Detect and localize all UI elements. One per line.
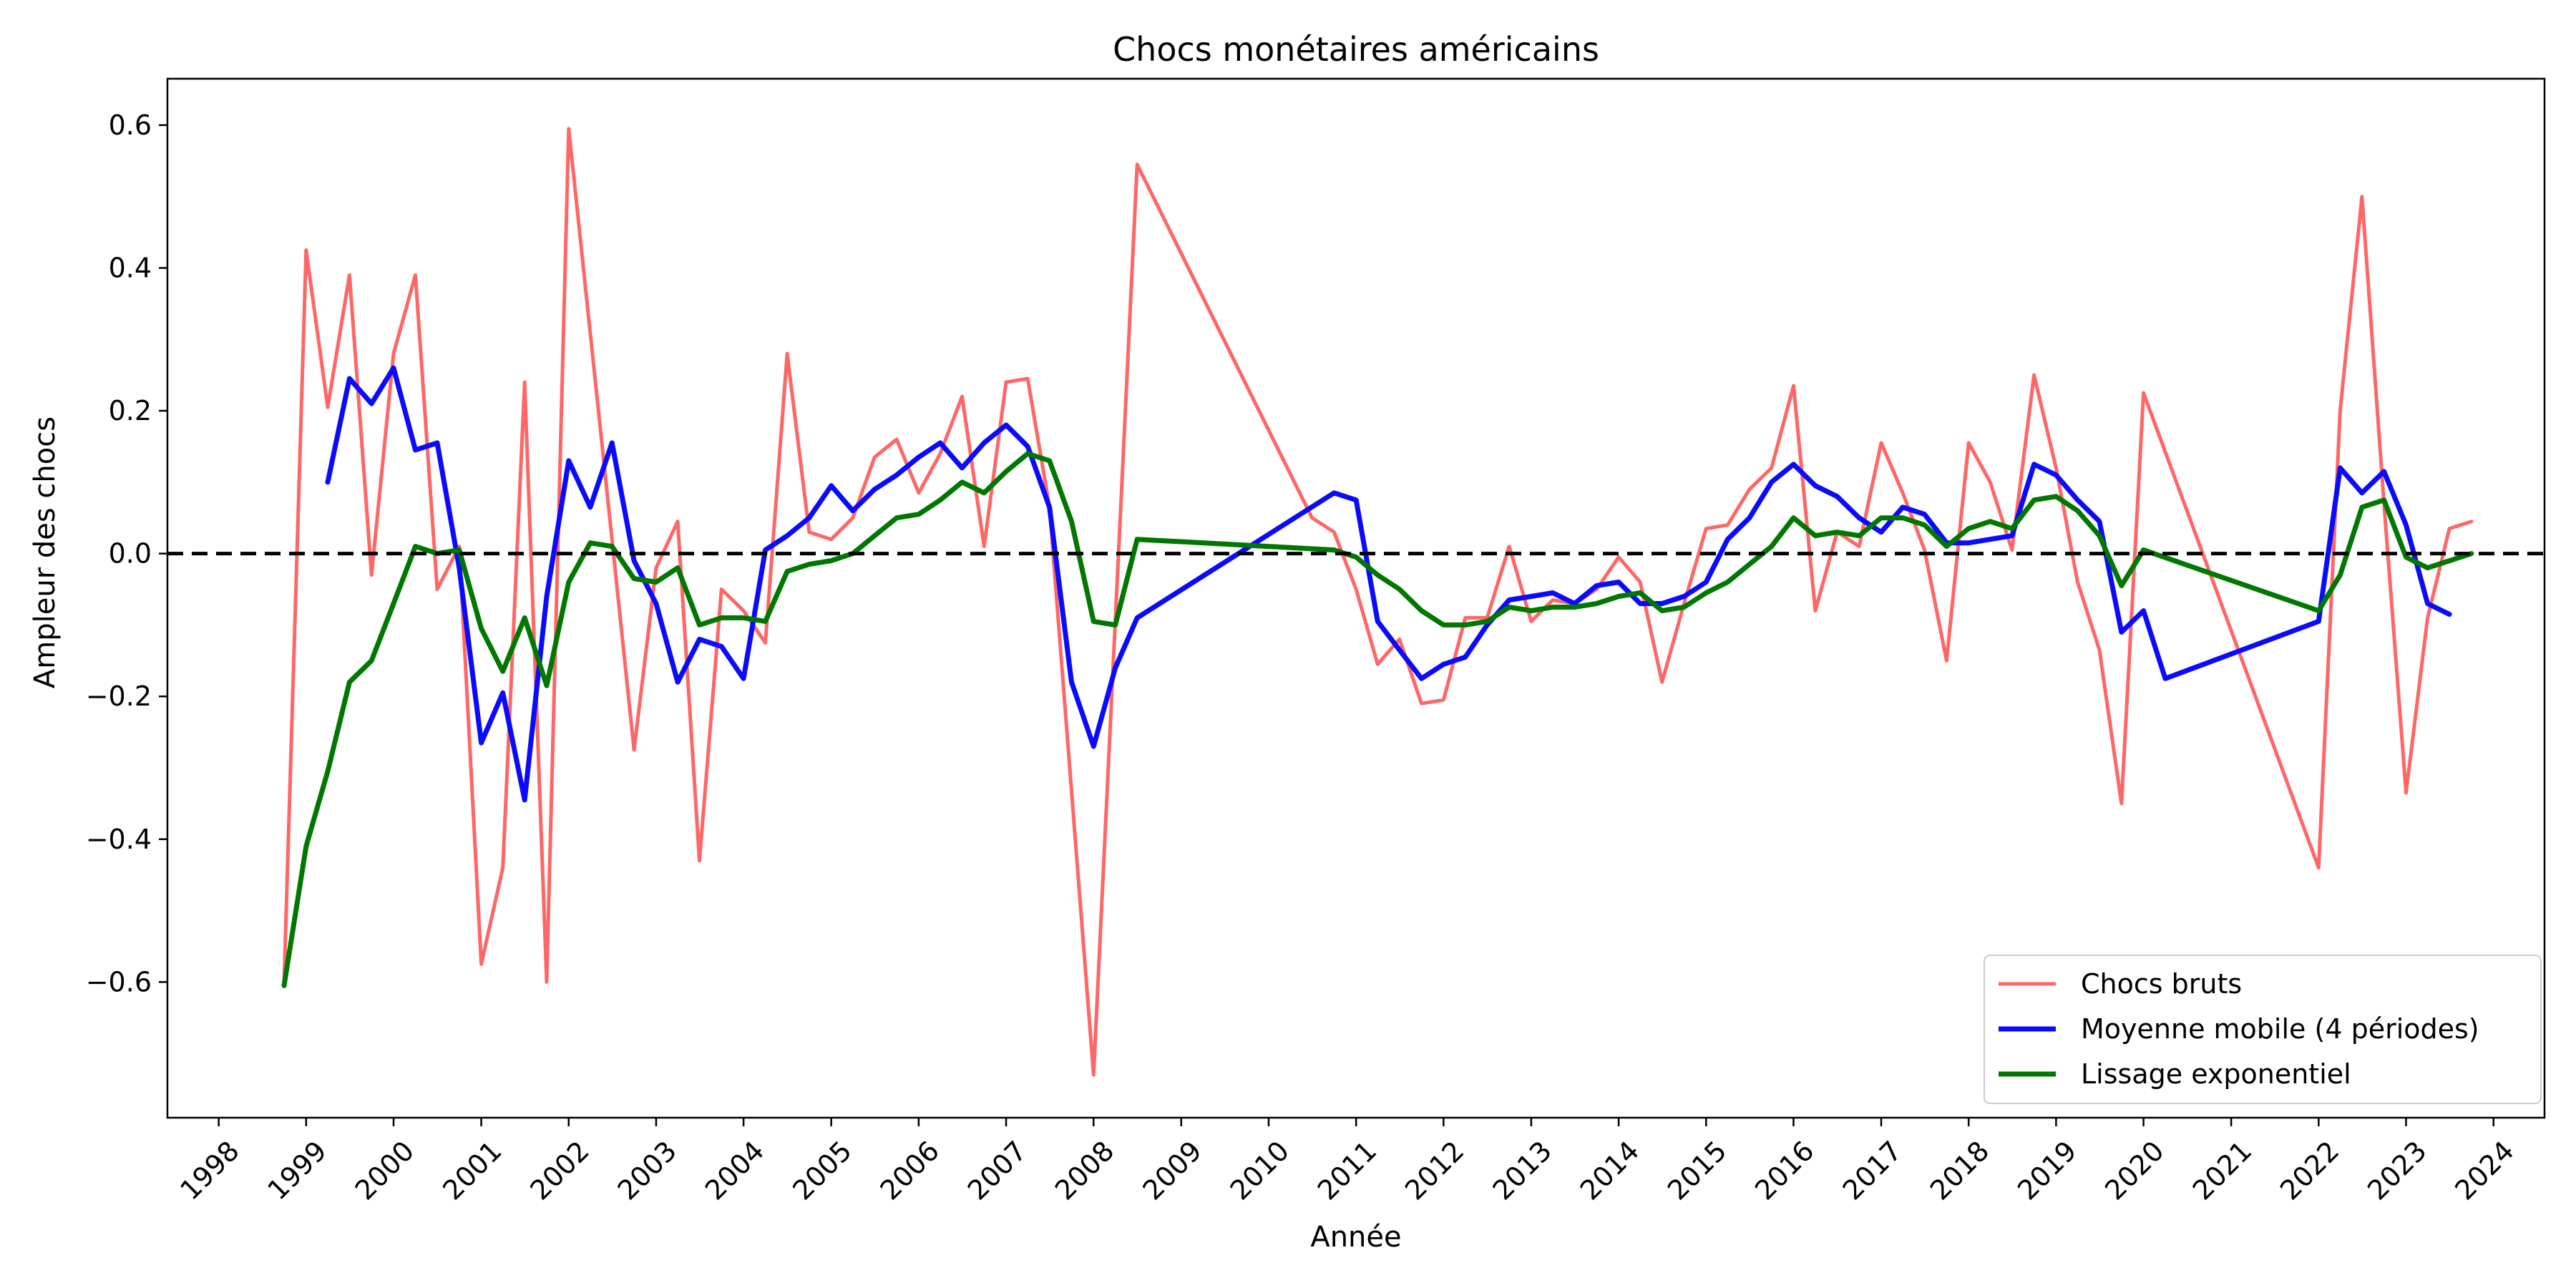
- y-tick-label: −0.4: [86, 824, 152, 855]
- x-tick-label: 2013: [1487, 1135, 1558, 1206]
- legend-label-moving-average: Moyenne mobile (4 périodes): [2081, 1013, 2479, 1045]
- x-tick-label: 1999: [262, 1135, 333, 1206]
- series-exponential-smoothing-line: [281, 451, 2474, 988]
- x-tick-label: 2023: [2361, 1135, 2433, 1206]
- legend-box: [1984, 955, 2542, 1104]
- x-axis-ticks: 1998 1999 2000 2001 2002 2003 2004 2005 2006 2007…: [174, 1118, 2520, 1206]
- y-tick-label: 0.4: [109, 252, 152, 283]
- chart-title: Chocs monétaires américains: [1113, 30, 1599, 69]
- series-layer: [281, 127, 2474, 1077]
- x-tick-label: 2017: [1837, 1135, 1908, 1206]
- x-tick-label: 2012: [1399, 1135, 1470, 1206]
- x-tick-label: 2008: [1049, 1135, 1121, 1206]
- y-tick-label: −0.6: [86, 966, 152, 997]
- x-tick-label: 2022: [2274, 1135, 2346, 1206]
- x-tick-label: 2002: [524, 1135, 595, 1206]
- x-axis-label: Année: [1310, 1221, 1401, 1254]
- y-tick-label: −0.2: [86, 680, 152, 712]
- x-tick-label: 2016: [1749, 1135, 1820, 1206]
- x-tick-label: 2003: [612, 1135, 683, 1206]
- x-tick-label: 2010: [1224, 1135, 1296, 1206]
- x-tick-label: 2006: [874, 1135, 946, 1206]
- y-axis-ticks: 0.6 0.4 0.2 0.0 −0.2 −0.4 −0.6: [86, 109, 167, 997]
- legend: Chocs bruts Moyenne mobile (4 périodes) …: [1984, 955, 2542, 1104]
- x-tick-label: 2005: [786, 1135, 858, 1206]
- y-axis-label: Ampleur des chocs: [29, 416, 62, 688]
- x-tick-label: 2020: [2099, 1135, 2170, 1206]
- legend-label-exponential-smoothing: Lissage exponentiel: [2081, 1058, 2351, 1090]
- x-tick-label: 2004: [699, 1135, 771, 1206]
- x-tick-label: 2000: [349, 1135, 421, 1206]
- x-tick-label: 2024: [2449, 1135, 2520, 1206]
- x-tick-label: 2007: [962, 1135, 1033, 1206]
- x-tick-label: 2011: [1312, 1135, 1383, 1206]
- y-tick-label: 0.0: [109, 538, 152, 570]
- x-tick-label: 2021: [2187, 1135, 2258, 1206]
- x-tick-label: 2009: [1136, 1135, 1208, 1206]
- x-tick-label: 2019: [2011, 1135, 2083, 1206]
- x-tick-label: 2015: [1662, 1135, 1733, 1206]
- x-tick-label: 2018: [1924, 1135, 1996, 1206]
- x-tick-label: 2014: [1574, 1135, 1646, 1206]
- legend-label-raw: Chocs bruts: [2081, 968, 2242, 1000]
- x-tick-label: 2001: [436, 1135, 508, 1206]
- x-tick-label: 1998: [174, 1135, 245, 1206]
- y-tick-label: 0.2: [109, 395, 152, 426]
- y-tick-label: 0.6: [109, 109, 152, 141]
